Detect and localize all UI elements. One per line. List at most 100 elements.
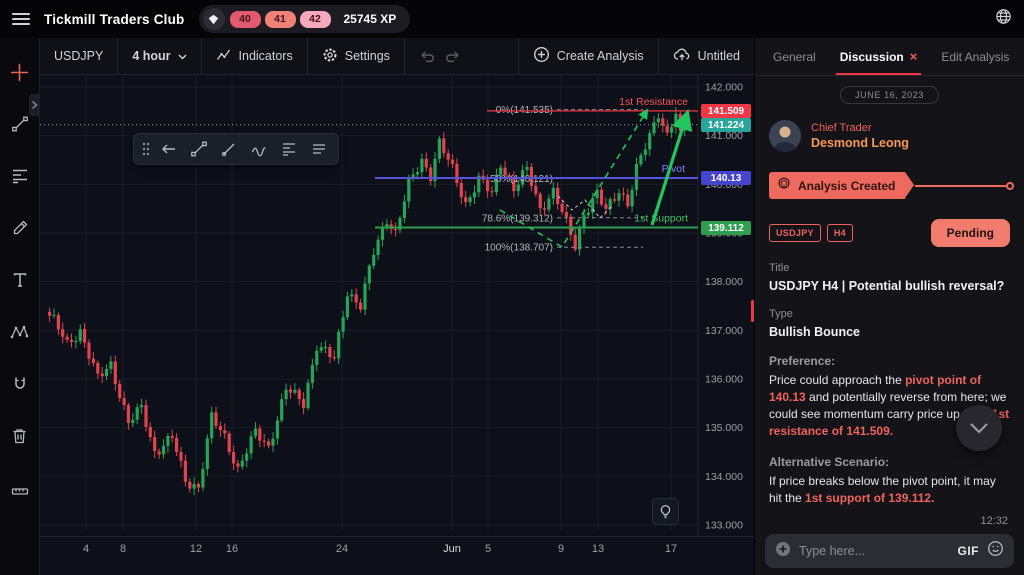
chart-section: USDJPY 4 hour Indicators Settings — [40, 38, 754, 575]
message-input[interactable] — [799, 544, 950, 558]
save-analysis-button[interactable]: Untitled — [659, 38, 754, 74]
settings-button[interactable]: Settings — [308, 38, 404, 74]
banner-label: Analysis Created — [798, 178, 896, 193]
tab-discussion[interactable]: Discussion × — [828, 38, 930, 75]
candlestick-chart: 142.000141.000140.000139.000138.000137.0… — [40, 75, 743, 536]
analysis-title: USDJPY H4 | Potential bullish reversal? — [769, 279, 1005, 293]
chevron-down-icon — [178, 49, 187, 63]
crosshair-tool[interactable] — [0, 46, 40, 98]
toolbar-divider — [403, 38, 405, 74]
date-divider: JUNE 16, 2023 — [840, 86, 939, 104]
symbol-button[interactable]: USDJPY — [40, 38, 117, 74]
svg-text:142.000: 142.000 — [705, 82, 743, 94]
tab-edit-analysis[interactable]: Edit Analysis — [941, 49, 1010, 64]
tab-general[interactable]: General — [773, 49, 816, 64]
banner-dot — [1006, 181, 1014, 190]
undo-button[interactable] — [405, 38, 440, 74]
time-axis-label: 5 — [484, 543, 492, 555]
price-label-1st-resistance: 141.509 — [701, 104, 751, 118]
author-name: Desmond Leong — [811, 136, 909, 150]
ideas-lightbulb-button[interactable] — [652, 498, 679, 525]
time-axis-label: 12 — [189, 543, 203, 555]
level-chip: 41 — [264, 10, 296, 28]
drag-handle-icon[interactable] — [139, 142, 153, 156]
gif-button[interactable]: GIF — [957, 544, 979, 558]
settings-label: Settings — [344, 49, 390, 63]
analysis-created-banner-row: Analysis Created — [769, 172, 1014, 199]
indicators-icon — [216, 47, 232, 66]
fib-retracement-tool[interactable] — [0, 150, 40, 202]
level-chip: 40 — [229, 10, 261, 28]
timeframe-tag: H4 — [826, 224, 853, 242]
trash-tool[interactable] — [0, 410, 40, 462]
author-role: Chief Trader — [811, 122, 872, 134]
analysis-name-label: Untitled — [697, 49, 740, 63]
level-chip: 42 — [299, 10, 331, 28]
tags-row: USDJPY H4 Pending — [769, 219, 1010, 247]
arrow-tool-icon[interactable] — [155, 136, 183, 162]
measure-tool[interactable] — [0, 462, 40, 514]
time-axis[interactable]: 4 8 12 16 24 Jun 5 9 13 17 — [40, 536, 754, 575]
attach-plus-icon[interactable] — [775, 541, 791, 562]
timeframe-dropdown[interactable]: 4 hour — [118, 38, 200, 74]
globe-icon[interactable] — [995, 8, 1012, 30]
time-axis-label: 24 — [335, 543, 349, 555]
banner-line — [915, 184, 1006, 187]
chart-canvas[interactable]: 142.000141.000140.000139.000138.000137.0… — [40, 75, 754, 536]
time-axis-label: 13 — [591, 543, 605, 555]
trendline-tool-icon[interactable] — [185, 136, 213, 162]
analysis-panel: General Discussion × Edit Analysis JUNE 16,… — [754, 38, 1024, 575]
svg-text:141.000: 141.000 — [705, 130, 743, 142]
alternative-text: If price breaks below the pivot point, i… — [769, 474, 996, 505]
create-analysis-button[interactable]: Create Analysis — [519, 38, 658, 74]
analysis-created-banner: Analysis Created — [769, 172, 915, 199]
sidebar-expand-handle[interactable] — [29, 94, 40, 116]
main-row: USDJPY 4 hour Indicators Settings — [0, 38, 1024, 575]
svg-text:100%(138.707): 100%(138.707) — [485, 243, 553, 254]
ray-tool-icon[interactable] — [215, 136, 243, 162]
pending-status-button[interactable]: Pending — [930, 219, 1010, 247]
pattern-tool[interactable] — [0, 306, 40, 358]
time-axis-label: Jun — [443, 543, 461, 555]
svg-text:136.000: 136.000 — [705, 373, 743, 385]
close-tab-icon[interactable]: × — [909, 49, 918, 64]
wave-tool-icon[interactable] — [245, 136, 273, 162]
svg-text:138.000: 138.000 — [705, 276, 743, 288]
align-lines-tool-icon[interactable] — [305, 136, 333, 162]
toolbar-divider — [306, 38, 308, 74]
price-label-1st-support: 139.112 — [701, 221, 751, 235]
cloud-upload-icon — [673, 47, 691, 65]
magnet-tool[interactable] — [0, 358, 40, 410]
brush-tool[interactable] — [0, 202, 40, 254]
preference-label: Preference: — [769, 354, 836, 368]
gem-icon — [202, 8, 225, 30]
chart-toolbar: USDJPY 4 hour Indicators Settings — [40, 38, 754, 75]
xp-badge[interactable]: 40 41 42 25745 XP — [198, 5, 411, 33]
indicators-button[interactable]: Indicators — [202, 38, 307, 74]
scroll-to-bottom-button[interactable] — [956, 405, 1002, 451]
gear-icon — [322, 47, 338, 66]
title-label: Title — [769, 262, 790, 274]
toolbar-divider — [657, 38, 659, 74]
emoji-icon[interactable] — [987, 540, 1004, 562]
svg-text:135.000: 135.000 — [705, 422, 743, 434]
time-axis-label: 17 — [664, 543, 678, 555]
text-tool[interactable] — [0, 254, 40, 306]
time-axis-label: 4 — [82, 543, 90, 555]
panel-scroll-indicator[interactable] — [751, 300, 754, 322]
price-label-current: 141.224 — [701, 118, 751, 132]
time-axis-label: 8 — [119, 543, 127, 555]
symbol-label: USDJPY — [54, 49, 104, 63]
alternative-label: Alternative Scenario: — [769, 455, 890, 469]
candles-series — [48, 107, 687, 496]
svg-text:133.000: 133.000 — [705, 519, 743, 531]
trendline-tool[interactable] — [0, 98, 40, 150]
hamburger-menu-icon[interactable] — [12, 13, 30, 25]
timeframe-label: 4 hour — [132, 49, 171, 63]
avatar[interactable] — [769, 120, 801, 152]
message-timestamp: 12:32 — [980, 515, 1008, 527]
fib-lines-tool-icon[interactable] — [275, 136, 303, 162]
message-input-bar: GIF — [755, 527, 1024, 575]
drawing-tools-sidebar — [0, 38, 40, 575]
redo-button[interactable] — [440, 38, 475, 74]
